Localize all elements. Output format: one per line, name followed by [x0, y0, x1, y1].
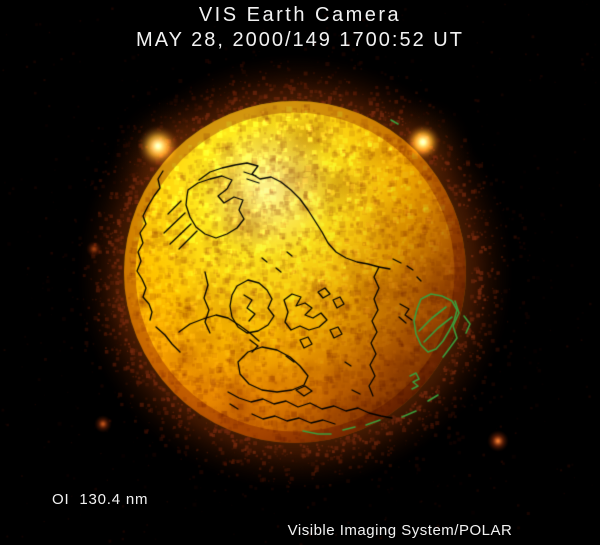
- header-datetime: MAY 28, 2000/149 1700:52 UT: [136, 29, 464, 51]
- wavelength-label: OI 130.4 nm: [52, 491, 149, 508]
- credits-block: Visible Imaging System/POLAR The Univers…: [238, 490, 562, 545]
- page-title: VIS Earth Camera: [198, 4, 402, 26]
- credit-line-1: Visible Imaging System/POLAR: [287, 522, 513, 539]
